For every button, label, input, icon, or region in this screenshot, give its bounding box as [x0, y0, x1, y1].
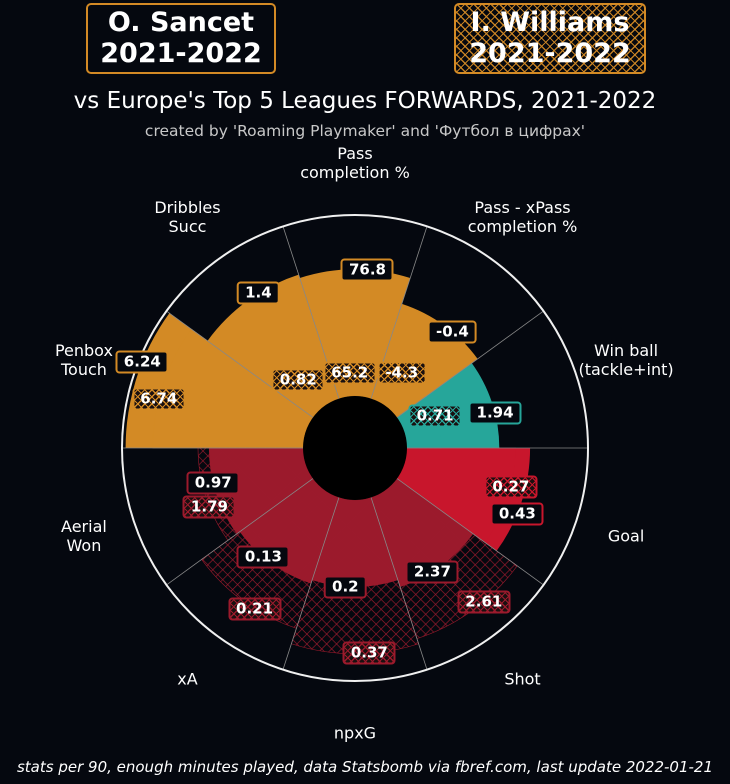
player-season: 2021-2022: [469, 38, 631, 69]
category-label: npxG: [333, 723, 377, 743]
slice-divider: [370, 497, 428, 670]
value-label: 0.21: [228, 597, 282, 621]
value-label: 1.79: [182, 495, 236, 519]
slice-divider: [370, 226, 428, 399]
value-label: 0.82: [271, 368, 325, 392]
value-label: -0.4: [428, 320, 477, 344]
player-season: 2021-2022: [100, 38, 262, 69]
category-label: Shot: [504, 669, 541, 689]
chart-title: vs Europe's Top 5 Leagues FORWARDS, 2021…: [73, 88, 657, 114]
category-label: Aerial Won: [61, 517, 107, 556]
category-label: Win ball (tackle+int): [578, 340, 674, 379]
value-label: 2.61: [457, 590, 511, 614]
category-label: Goal: [607, 526, 645, 546]
category-label: xA: [177, 669, 198, 689]
chart-footer: stats per 90, enough minutes played, dat…: [16, 758, 714, 776]
value-label: 0.43: [490, 502, 544, 526]
value-label: 0.37: [342, 641, 396, 665]
category-label: Penbox Touch: [54, 340, 113, 379]
value-label: 2.37: [405, 560, 459, 584]
slice-divider: [396, 310, 544, 418]
outer-ring: [121, 214, 589, 682]
value-label: 65.2: [323, 361, 377, 385]
category-label: Pass completion %: [300, 144, 410, 182]
slice-divider: [166, 310, 314, 418]
center-hole: [303, 396, 407, 500]
value-label: -4.3: [377, 361, 427, 385]
value-label: 6.74: [132, 387, 186, 411]
value-label: 0.71: [408, 404, 462, 428]
value-label: 0.27: [484, 475, 538, 499]
wedge: [299, 269, 411, 399]
value-label: 0.13: [236, 545, 290, 569]
value-label: 1.94: [468, 401, 522, 425]
value-label: 6.24: [115, 350, 169, 374]
value-label: 0.2: [324, 575, 367, 599]
slice-divider: [282, 497, 340, 670]
value-label: 76.8: [340, 258, 394, 282]
chart-subtitle: created by 'Roaming Playmaker' and 'Футб…: [144, 122, 586, 140]
player-name: I. Williams: [470, 7, 630, 38]
slice-divider: [282, 226, 340, 399]
value-label: 0.97: [186, 471, 240, 495]
player-name: O. Sancet: [107, 7, 255, 38]
category-label: Dribbles Succ: [154, 198, 221, 237]
category-label: Pass - xPass completion %: [467, 198, 578, 237]
player-header: I. Williams 2021-2022: [454, 3, 646, 74]
slice-divider: [166, 478, 314, 586]
player-header: O. Sancet 2021-2022: [86, 3, 276, 74]
value-label: 1.4: [237, 281, 280, 305]
slice-divider: [396, 478, 544, 586]
